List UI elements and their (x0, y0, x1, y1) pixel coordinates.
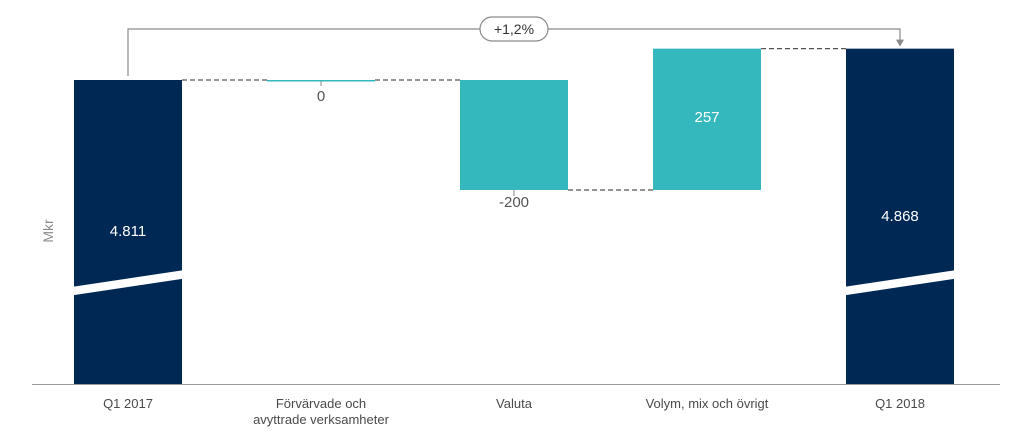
value-label: 4.811 (110, 223, 146, 240)
value-label: -200 (499, 194, 529, 211)
axis-breaks (67, 269, 961, 296)
value-label: 0 (317, 88, 325, 105)
category-label: Förvärvade och (276, 396, 366, 411)
change-label: +1,2% (494, 21, 534, 37)
bar-delta (267, 80, 375, 82)
axis-break-gap (840, 270, 960, 296)
value-label: 257 (694, 109, 719, 126)
y-axis-title: Mkr (40, 219, 56, 243)
category-label: Volym, mix och övrigt (646, 396, 769, 411)
axis-break-line (839, 269, 961, 289)
axis-break-line (67, 269, 189, 289)
bars (74, 48, 954, 385)
category-label: Valuta (496, 396, 533, 411)
bracket-arrowhead (896, 39, 904, 47)
change-bracket: +1,2% (127, 16, 904, 76)
category-label: avyttrade verksamheter (253, 412, 390, 427)
bar-total (846, 48, 954, 385)
value-labels: 4.811 0 -200 257 4.868 (110, 88, 919, 240)
value-label: 4.868 (881, 208, 919, 225)
change-badge (479, 16, 549, 42)
axis-break-gap (68, 270, 188, 296)
bar-delta (653, 48, 761, 191)
bar-delta (460, 80, 568, 190)
bar-total (74, 80, 182, 384)
category-label: Q1 2018 (875, 396, 925, 411)
category-label: Q1 2017 (103, 396, 153, 411)
